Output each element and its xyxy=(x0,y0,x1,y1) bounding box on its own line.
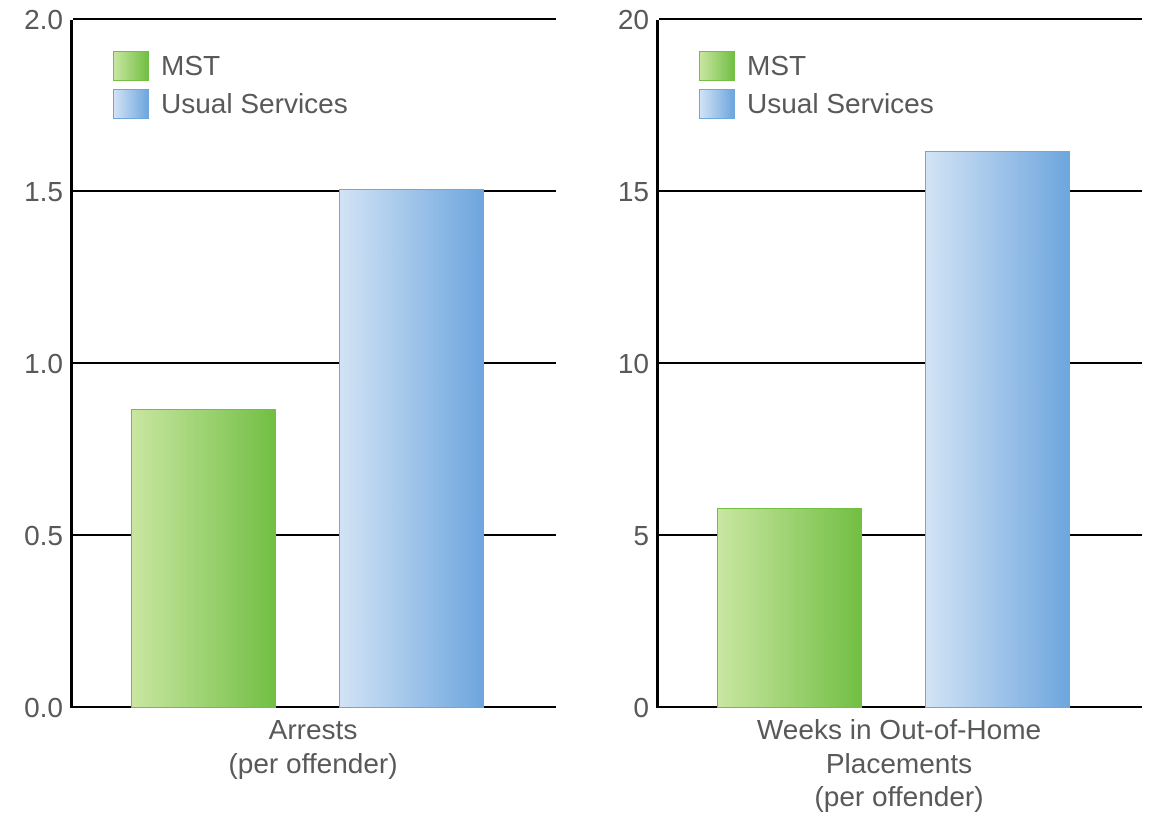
right-legend: MST Usual Services xyxy=(699,50,934,126)
chart-right-plot: 05101520MSTUsual Services xyxy=(656,20,1142,708)
ytick-label: 10 xyxy=(618,348,659,380)
legend-label: MST xyxy=(747,50,806,82)
chart-left-xlabel-line1: Arrests xyxy=(269,713,358,747)
chart-right-xlabel-line2: Placements xyxy=(826,747,972,781)
legend-swatch xyxy=(699,89,735,119)
ytick-label: 0.5 xyxy=(24,520,73,552)
ytick-label: 15 xyxy=(618,176,659,208)
ytick-label: 5 xyxy=(633,520,659,552)
ytick-label: 2.0 xyxy=(24,4,73,36)
chart-right-xlabel: Weeks in Out-of-Home Placements (per off… xyxy=(656,713,1142,818)
legend-swatch xyxy=(113,89,149,119)
chart-left-plot: 0.00.51.01.52.0MSTUsual Services xyxy=(70,20,556,708)
legend-swatch xyxy=(699,51,735,81)
ytick-label: 1.0 xyxy=(24,348,73,380)
ytick-label: 1.5 xyxy=(24,176,73,208)
left-legend: MST Usual Services xyxy=(113,50,348,126)
gridline xyxy=(73,362,556,364)
legend-item: MST xyxy=(113,50,348,82)
chart-right-xlabel-line1: Weeks in Out-of-Home xyxy=(757,713,1041,747)
gridline xyxy=(659,362,1142,364)
legend-item: MST xyxy=(699,50,934,82)
chart-left: 0.0 0.5 1.0 1.5 2.0 MST Usual Services Arrests… xyxy=(0,0,586,828)
bar-usual-services xyxy=(925,151,1070,708)
ytick-label: 0.0 xyxy=(24,692,73,724)
legend-item: Usual Services xyxy=(113,88,348,120)
chart-left-xlabel-line2: (per offender) xyxy=(228,747,397,781)
bar-mst xyxy=(131,409,276,708)
ytick-label: 20 xyxy=(618,4,659,36)
gridline xyxy=(659,18,1142,20)
legend-label: Usual Services xyxy=(747,88,934,120)
legend-item: Usual Services xyxy=(699,88,934,120)
legend-label: Usual Services xyxy=(161,88,348,120)
gridline xyxy=(73,190,556,192)
chart-right: 05101520MSTUsual Services Weeks in Out-o… xyxy=(586,0,1172,828)
gridline xyxy=(73,18,556,20)
legend-swatch xyxy=(113,51,149,81)
chart-right-xlabel-line3: (per offender) xyxy=(814,780,983,814)
bar-mst xyxy=(717,508,862,708)
legend-label: MST xyxy=(161,50,220,82)
bar-usual-services xyxy=(339,189,484,708)
charts-container: 0.0 0.5 1.0 1.5 2.0 MST Usual Services Arrests… xyxy=(0,0,1172,828)
chart-left-xlabel: Arrests (per offender) xyxy=(70,713,556,818)
gridline xyxy=(659,190,1142,192)
